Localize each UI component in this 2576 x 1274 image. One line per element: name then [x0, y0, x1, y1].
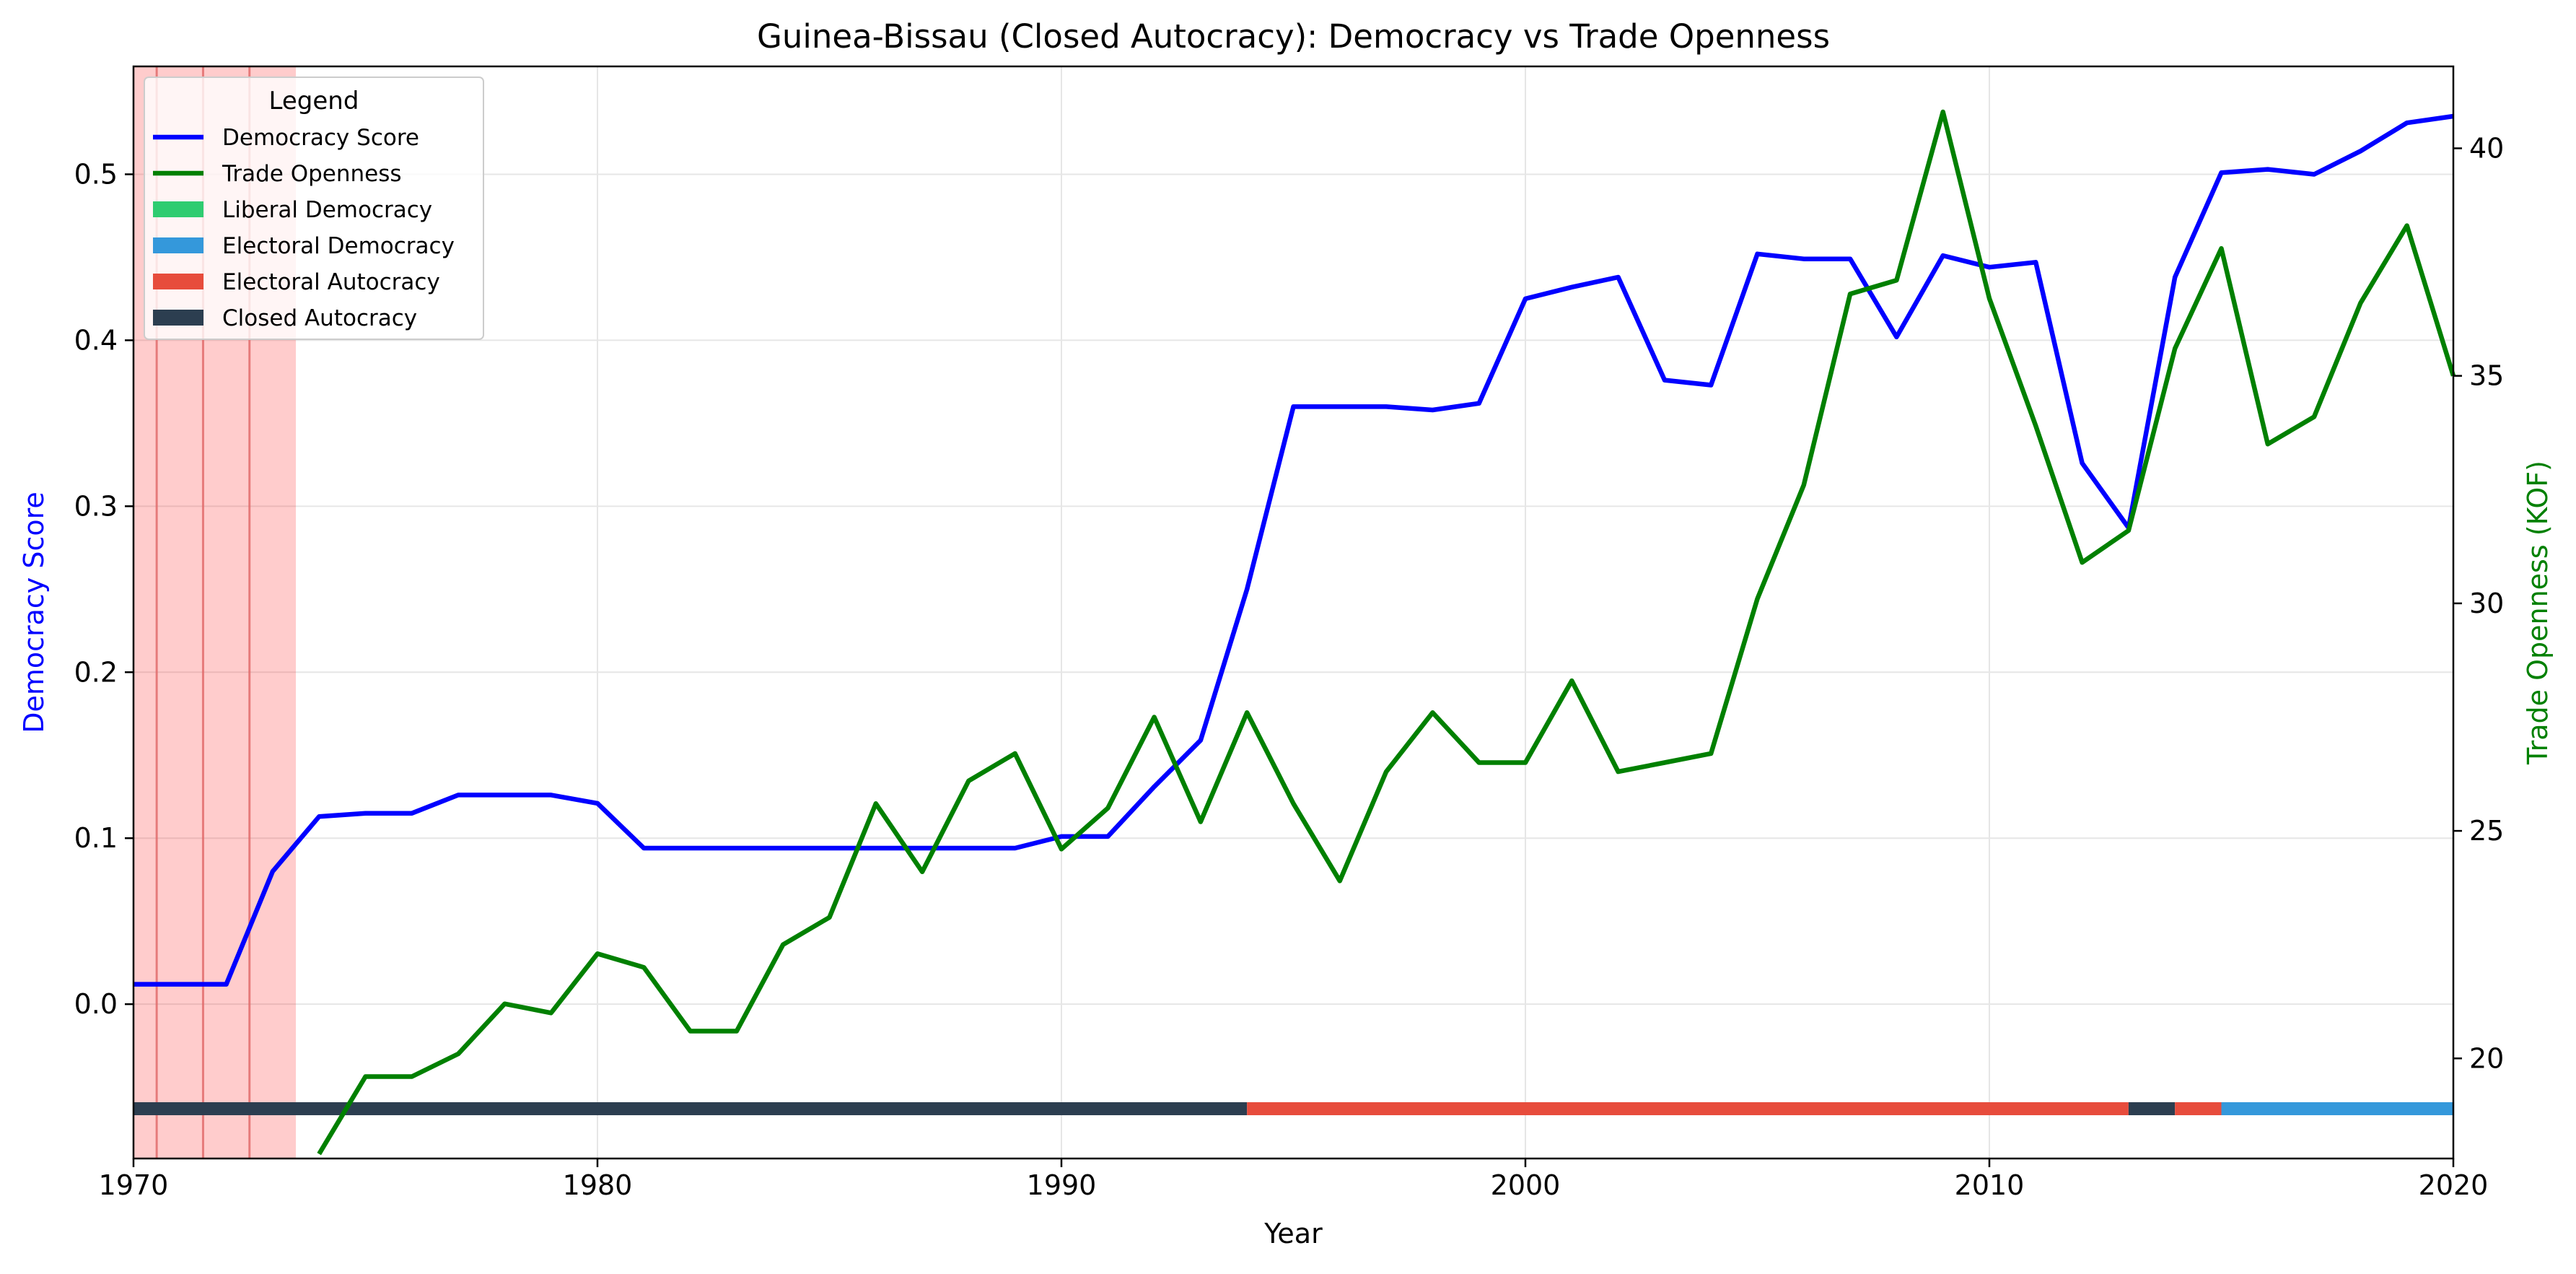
legend: Legend Democracy Score Trade Openness Libe…: [144, 77, 484, 340]
regime-segment: [2221, 1102, 2453, 1116]
legend-label: Democracy Score: [222, 125, 419, 151]
regime-segment: [2128, 1102, 2176, 1116]
legend-label: Closed Autocracy: [222, 305, 417, 331]
legend-label: Electoral Autocracy: [222, 269, 440, 295]
legend-swatch-patch: [153, 274, 203, 289]
legend-title: Legend: [269, 87, 359, 115]
x-tick-label: 2010: [1955, 1169, 2025, 1201]
y-right-tick-label: 30: [2469, 588, 2504, 619]
x-tick-label: 1980: [563, 1169, 633, 1201]
y-left-tick-label: 0.2: [74, 656, 118, 688]
y-left-tick-label: 0.3: [74, 490, 118, 522]
y-left-tick-label: 0.4: [74, 324, 118, 356]
y-right-tick-label: 20: [2469, 1042, 2504, 1074]
legend-swatch-patch: [153, 237, 203, 253]
legend-swatch-patch: [153, 310, 203, 326]
regime-bar: [133, 1102, 2453, 1116]
y-left-tick-label: 0.1: [74, 822, 118, 854]
series-lines: [133, 109, 2456, 1156]
y-axis-right-label: Trade Openness (KOF): [2522, 461, 2554, 765]
series-line-democracy-score: [133, 113, 2454, 987]
y-axis-left: 0.0 0.1 0.2 0.3 0.4 0.5: [74, 158, 133, 1020]
legend-items: Democracy Score Trade Openness Liberal Dem…: [153, 125, 455, 331]
legend-box: [144, 77, 484, 340]
legend-label: Trade Openness: [222, 161, 402, 187]
y-left-tick-label: 0.5: [74, 158, 118, 190]
y-axis-left-label: Democracy Score: [18, 492, 50, 733]
x-tick-label: 2000: [1491, 1169, 1561, 1201]
regime-segment: [133, 1102, 1248, 1116]
plot-frame: [132, 65, 2455, 1160]
legend-label: Electoral Democracy: [222, 233, 455, 259]
x-tick-label: 2020: [2419, 1169, 2489, 1201]
series-line-trade-openness: [317, 109, 2456, 1156]
y-right-tick-label: 35: [2469, 360, 2504, 392]
regime-segment: [1247, 1102, 2129, 1116]
y-right-tick-label: 40: [2469, 132, 2504, 164]
chart-title: Guinea-Bissau (Closed Autocracy): Democr…: [757, 17, 1830, 56]
y-right-tick-label: 25: [2469, 815, 2504, 847]
regime-segment: [2175, 1102, 2222, 1116]
y-left-tick-label: 0.0: [74, 988, 118, 1020]
x-axis-label: Year: [1263, 1218, 1323, 1249]
x-tick-label: 1970: [99, 1169, 169, 1201]
x-tick-label: 1990: [1027, 1169, 1097, 1201]
legend-swatch-patch: [153, 201, 203, 217]
x-axis: 1970 1980 1990 2000 2010 2020: [99, 1159, 2489, 1201]
y-axis-right: 20 25 30 35 40: [2453, 132, 2504, 1074]
grid: [133, 66, 2454, 1159]
legend-label: Liberal Democracy: [222, 197, 432, 223]
